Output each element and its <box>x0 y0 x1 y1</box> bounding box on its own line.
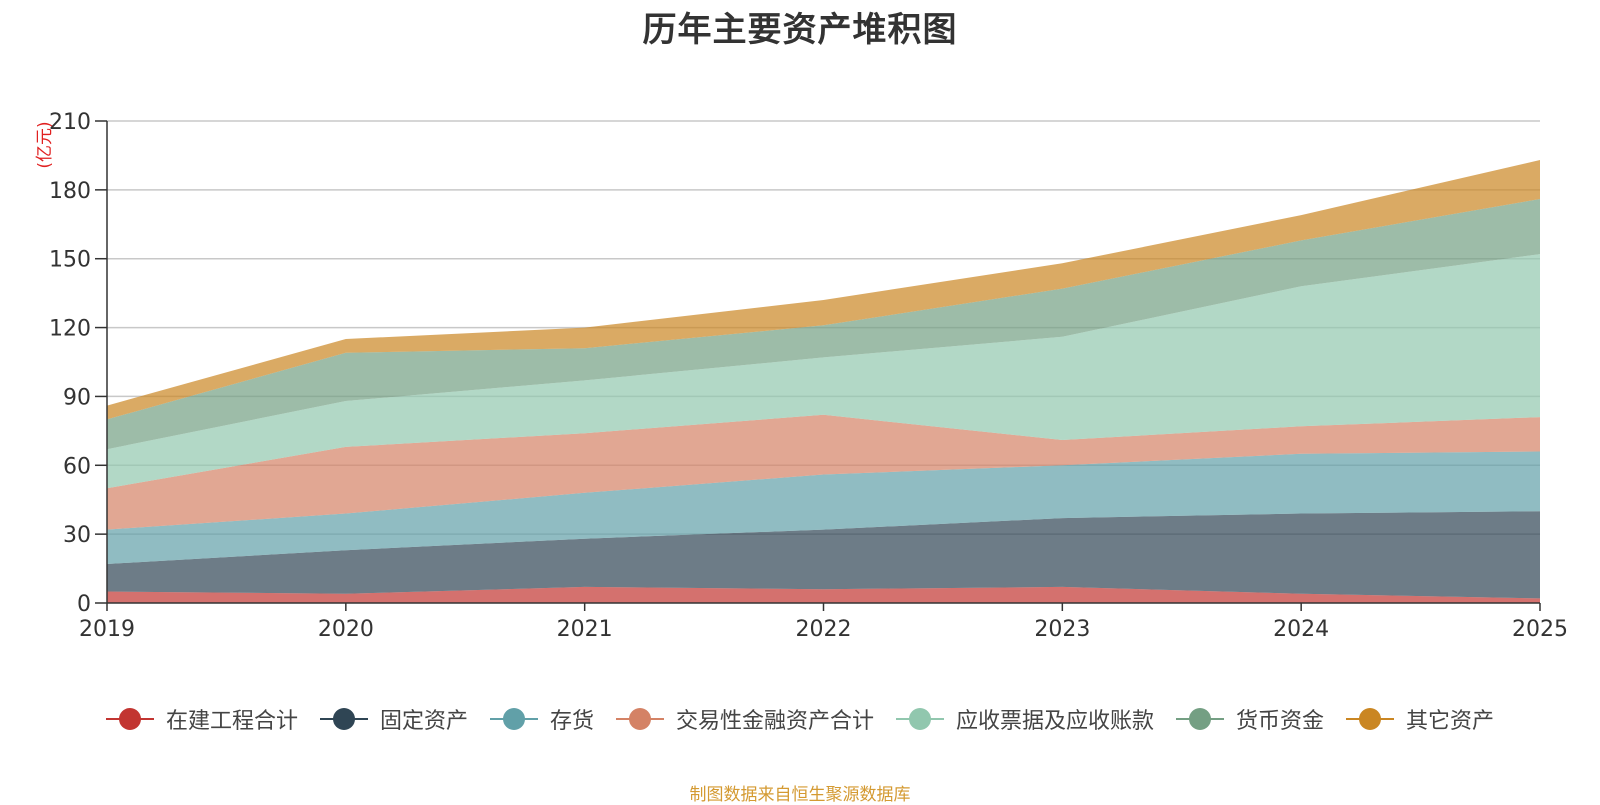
legend-marker <box>1346 707 1395 731</box>
chart-title: 历年主要资产堆积图 <box>642 10 958 50</box>
legend-item-1[interactable]: 在建工程合计 <box>105 703 298 735</box>
y-tick-label: 60 <box>63 454 91 479</box>
legend-marker <box>896 707 944 731</box>
y-axis-unit-label: (亿元) <box>35 121 55 168</box>
y-tick-label: 150 <box>49 248 91 273</box>
x-tick-label: 2024 <box>1273 617 1329 642</box>
area-series-5[interactable] <box>107 254 1540 489</box>
y-tick-label: 120 <box>49 317 91 342</box>
y-tick-label: 180 <box>49 179 91 204</box>
legend-marker <box>489 707 538 731</box>
legend: 在建工程合计 固定资产 存货 交易性金融资产合计 应收票据及应收账款 货币资金 其它资产 <box>0 703 1600 735</box>
legend-label: 货币资金 <box>1236 709 1325 734</box>
legend-label: 存货 <box>549 709 594 734</box>
legend-item-2[interactable]: 固定资产 <box>319 703 468 735</box>
legend-marker <box>105 707 154 731</box>
source-note: 制图数据来自恒生聚源数据库 <box>689 785 911 805</box>
legend-label: 其它资产 <box>1406 709 1495 734</box>
legend-item-4[interactable]: 交易性金融资产合计 <box>615 703 874 735</box>
legend-label: 应收票据及应收账款 <box>956 709 1155 734</box>
area-layers <box>107 160 1540 603</box>
y-tick-label: 90 <box>63 385 91 410</box>
area-series-3[interactable] <box>107 451 1540 565</box>
y-tick-label: 210 <box>49 110 91 135</box>
area-series-2[interactable] <box>107 511 1540 599</box>
area-series-1[interactable] <box>107 586 1540 603</box>
legend-item-7[interactable]: 其它资产 <box>1346 703 1494 735</box>
legend-marker <box>615 707 664 731</box>
legend-marker <box>319 707 368 731</box>
x-tick-label: 2021 <box>557 617 613 642</box>
legend-item-5[interactable]: 应收票据及应收账款 <box>896 703 1154 735</box>
x-tick-label: 2019 <box>79 617 135 642</box>
legend-marker <box>1176 707 1225 731</box>
legend-item-6[interactable]: 货币资金 <box>1176 703 1324 735</box>
area-series-4[interactable] <box>107 414 1540 530</box>
legend-label: 固定资产 <box>379 709 468 734</box>
axes: 0 30 60 90 120 150 180 210 2019 2020 2021 2022 2023 2… <box>49 110 1568 642</box>
area-series-6[interactable] <box>107 199 1540 450</box>
legend-label: 在建工程合计 <box>165 709 298 734</box>
x-tick-label: 2025 <box>1512 617 1568 642</box>
legend-item-3[interactable]: 存货 <box>489 703 594 735</box>
y-tick-label: 0 <box>77 592 91 617</box>
x-tick-label: 2023 <box>1034 617 1090 642</box>
legend-label: 交易性金融资产合计 <box>675 709 874 734</box>
x-tick-label: 2020 <box>318 617 374 642</box>
y-tick-label: 30 <box>63 523 91 548</box>
x-tick-label: 2022 <box>796 617 852 642</box>
